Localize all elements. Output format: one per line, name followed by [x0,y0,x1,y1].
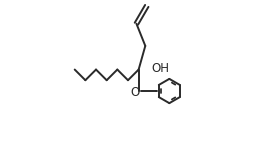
Text: O: O [130,86,140,99]
Text: OH: OH [151,62,169,75]
